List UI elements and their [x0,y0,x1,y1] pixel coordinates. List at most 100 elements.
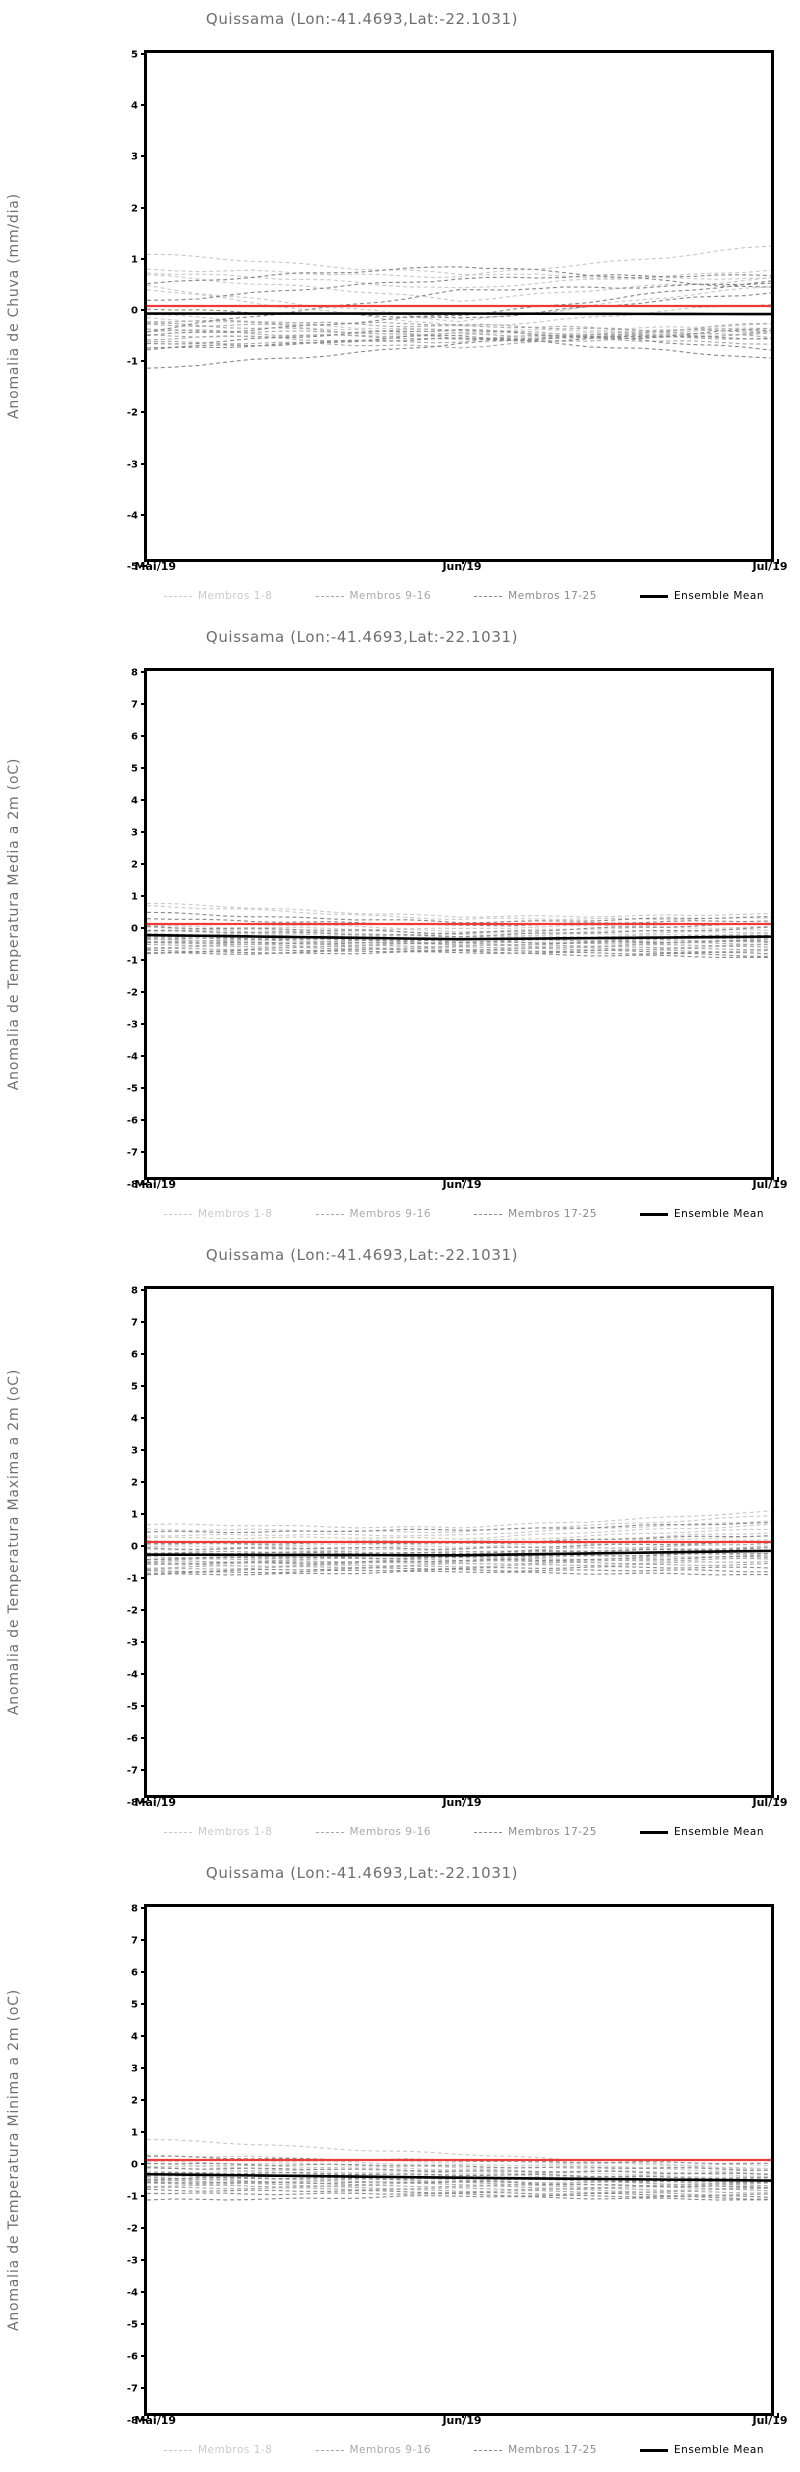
legend-swatch-2 [315,2449,344,2451]
y-axis-tick-label: 0 [131,923,138,935]
legend-item-label: Ensemble Mean [674,2444,764,2456]
y-axis-tick-label: -2 [126,2223,138,2235]
y-axis-tick-label: -6 [126,1115,138,1127]
y-axis-tick: -3 [127,2256,147,2267]
y-axis-tick-label: 8 [131,1285,138,1297]
y-axis-tick: -2 [127,408,147,419]
y-axis-tick-label: 0 [131,2159,138,2171]
legend-item[interactable]: Membros 9-16 [315,590,432,602]
member-line [147,1523,771,1540]
legend-item[interactable]: Membros 1-8 [164,2444,272,2456]
y-axis-tick-label: -2 [126,1605,138,1617]
y-axis-tick: 4 [131,796,147,807]
member-line [147,926,771,938]
legend-item[interactable]: Membros 9-16 [315,2444,432,2456]
y-axis-tick-label: -5 [126,1083,138,1095]
y-axis-tick: -6 [127,2352,147,2363]
legend-swatch-4 [640,594,669,598]
y-axis-tick: -1 [127,357,147,368]
y-axis-tick-label: 2 [131,1477,138,1489]
legend-item[interactable]: Membros 17-25 [474,2444,597,2456]
legend-item[interactable]: Membros 17-25 [474,1208,597,1220]
y-axis-tick: -7 [127,1148,147,1159]
y-axis-tick-label: 1 [131,254,138,266]
y-axis-tick: 7 [131,700,147,711]
legend-item-label: Membros 9-16 [349,590,432,602]
legend-swatch-2 [315,1831,344,1833]
member-line [147,2154,771,2167]
legend-item[interactable]: Membros 9-16 [315,1208,432,1220]
y-axis-tick-label: 1 [131,891,138,903]
legend-item[interactable]: Membros 1-8 [164,590,272,602]
member-line [147,2192,771,2200]
member-line [147,2138,771,2169]
legend-item-label: Membros 1-8 [198,1826,273,1838]
legend-item[interactable]: Membros 1-8 [164,1826,272,1838]
member-line [147,329,771,369]
y-axis-tick: -7 [127,2384,147,2395]
y-axis-tick: 1 [131,1510,147,1521]
legend-item-label: Membros 9-16 [349,1826,432,1838]
legend-item[interactable]: Ensemble Mean [640,1826,764,1838]
y-axis-label: Anomalia de Temperatura Media a 2m (oC) [0,668,28,1180]
member-line [147,334,771,359]
y-axis-tick: -4 [127,1670,147,1681]
y-axis-tick: -8 [127,2416,147,2427]
series-canvas [147,1510,771,1576]
y-axis-tick: 0 [131,1542,147,1553]
panel-title: Quissama (Lon:-41.4693,Lat:-22.1031) [0,1864,800,1882]
series-layer [147,53,771,559]
member-line [147,2186,771,2196]
member-line [147,1552,771,1561]
legend-item[interactable]: Membros 9-16 [315,1826,432,1838]
y-axis-tick-label: 8 [131,667,138,679]
chart-legend: Membros 1-8 Membros 9-16 Membros 17-25 Ense… [144,1826,774,1838]
legend-item[interactable]: Ensemble Mean [640,2444,764,2456]
legend-swatch-4 [640,1830,669,1834]
y-axis-tick: 2 [131,2096,147,2107]
legend-item[interactable]: Membros 1-8 [164,1208,272,1220]
y-axis-tick: -2 [127,988,147,999]
legend-item-label: Membros 17-25 [508,590,597,602]
x-axis-tick-label: Mai/19 [134,1796,177,1809]
y-axis-label: Anomalia de Chuva (mm/dia) [0,50,28,562]
legend-swatch-4 [640,2448,669,2452]
member-line [147,949,771,957]
x-axis-tick-label: Mai/19 [134,1178,177,1191]
y-axis-tick-label: -4 [126,510,138,522]
y-axis-tick: -2 [127,2224,147,2235]
y-axis-tick: -3 [127,1638,147,1649]
chart-panel-chuva: Quissama (Lon:-41.4693,Lat:-22.1031) Anom… [0,0,800,618]
x-axis-tick-label: Jul/19 [752,1796,788,1809]
x-axis-tick-label: Mai/19 [134,560,177,573]
legend-item-label: Ensemble Mean [674,590,764,602]
y-axis-tick: 5 [131,2000,147,2011]
legend-item[interactable]: Membros 17-25 [474,1826,597,1838]
member-line [147,284,771,323]
x-axis-tick [777,1795,779,1800]
y-axis-tick-label: -7 [126,1147,138,1159]
legend-item[interactable]: Membros 17-25 [474,590,597,602]
y-axis-tick: 3 [131,152,147,163]
member-line [147,1562,771,1571]
member-line [147,947,771,953]
y-axis-tick: 1 [131,254,147,265]
member-line [147,1565,771,1573]
y-axis-tick-label: -7 [126,1765,138,1777]
ensemble-mean-line [147,2172,771,2182]
legend-item[interactable]: Ensemble Mean [640,590,764,602]
x-axis-tick [777,2413,779,2418]
y-axis-tick-label: 4 [131,795,138,807]
y-axis-tick: 3 [131,828,147,839]
plot-area: 8 7 6 5 4 3 2 1 0 -1 -2 -3 -4 -5 -6 -7 -8 Mai/19 Jun/19 Jul… [127,1286,788,1810]
y-axis-tick-label: 0 [131,305,138,317]
member-line [147,2195,771,2201]
y-axis-tick: 5 [131,1382,147,1393]
y-axis-tick: 6 [131,732,147,743]
member-line [147,335,771,349]
series-canvas [147,2138,771,2201]
legend-item[interactable]: Ensemble Mean [640,1208,764,1220]
legend-item-label: Membros 17-25 [508,1826,597,1838]
member-line [147,1546,771,1555]
panel-title-text: Quissama (Lon:-41.4693,Lat:-22.1031) [205,1864,519,1882]
